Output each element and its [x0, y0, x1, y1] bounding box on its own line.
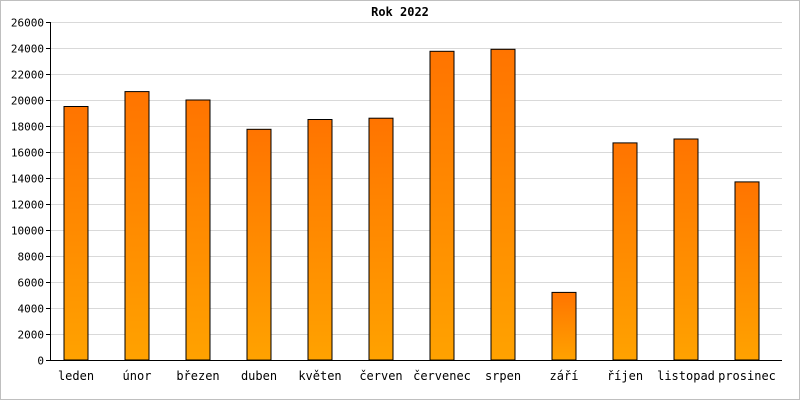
y-tick-label: 12000: [11, 199, 44, 212]
grid-lines: [50, 22, 782, 361]
x-category-label: listopad: [657, 369, 715, 383]
y-tick-label: 18000: [11, 121, 44, 134]
y-tick-label: 16000: [11, 147, 44, 160]
bar-11: [734, 181, 760, 361]
y-tick-label: 24000: [11, 43, 44, 56]
y-axis-ticks: 0 2000 4000 6000 8000 10000 12000 14000 16000 180…: [11, 17, 50, 368]
x-category-label: říjen: [607, 369, 643, 383]
chart-title: Rok 2022: [371, 5, 429, 19]
bar-5: [368, 117, 394, 361]
y-tick-label: 6000: [18, 277, 45, 290]
y-tick-label: 10000: [11, 225, 44, 238]
y-tick-label: 14000: [11, 173, 44, 186]
y-tick-label: 4000: [18, 303, 45, 316]
y-tick-label: 20000: [11, 95, 44, 108]
y-tick-label: 2000: [18, 329, 45, 342]
x-category-label: květen: [298, 369, 341, 383]
x-category-label: duben: [241, 369, 277, 383]
bar-3: [246, 128, 272, 361]
x-category-label: srpen: [485, 369, 521, 383]
x-category-label: únor: [123, 369, 152, 383]
y-tick-label: 22000: [11, 69, 44, 82]
x-category-label: prosinec: [718, 369, 776, 383]
bar-10: [673, 138, 699, 361]
bar-0: [63, 106, 89, 361]
bars: [63, 48, 760, 361]
y-tick-label: 8000: [18, 251, 45, 264]
bar-1: [124, 91, 150, 361]
x-axis-labels: leden únor březen duben květen červen červenec…: [58, 369, 776, 383]
bar-4: [307, 119, 333, 361]
x-category-label: březen: [176, 369, 219, 383]
bar-8: [551, 291, 577, 361]
y-tick-label: 0: [37, 355, 44, 368]
y-tick-label: 26000: [11, 17, 44, 30]
x-category-label: červen: [359, 369, 402, 383]
x-category-label: leden: [58, 369, 94, 383]
bar-2: [185, 99, 211, 361]
bar-9: [612, 142, 638, 361]
x-category-label: červenec: [413, 369, 471, 383]
x-category-label: září: [550, 369, 579, 383]
bar-7: [490, 48, 516, 361]
bar-6: [429, 50, 455, 361]
